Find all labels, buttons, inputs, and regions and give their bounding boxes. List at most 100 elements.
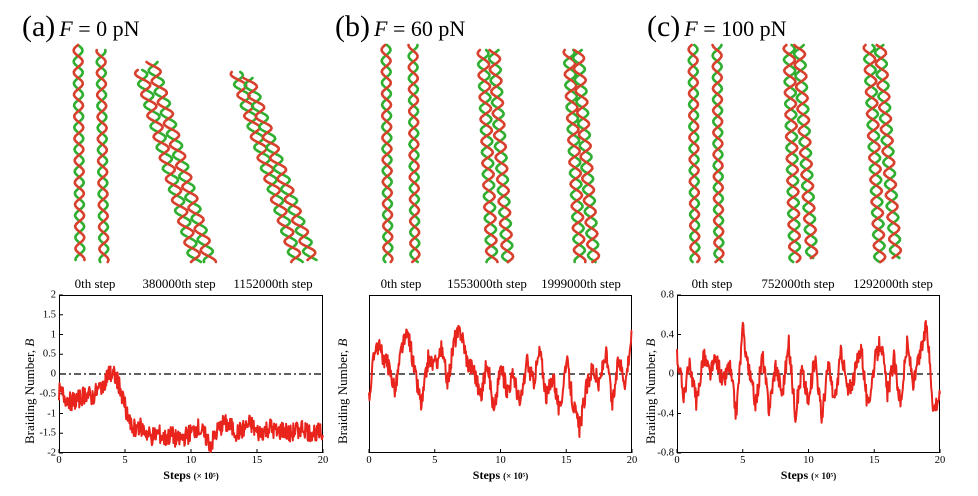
red-strand (782, 43, 802, 264)
x-axis-title: Steps (780, 468, 812, 482)
y-tick-label: -2 (47, 447, 56, 459)
red-strand (145, 60, 218, 264)
snapshot-label: 1999000th step (541, 276, 621, 291)
green-strand (407, 43, 421, 264)
y-axis-title: Braiding Number, (643, 346, 658, 444)
y-axis-symbol: B (643, 338, 658, 347)
x-tick-label: 0 (674, 455, 680, 466)
y-tick-label: -0.4 (657, 408, 674, 419)
red-strand (95, 48, 110, 264)
y-tick-label: 2 (50, 289, 56, 301)
snapshot-label: 1292000th step (853, 276, 933, 291)
snapshot-label: 0th step (691, 276, 733, 291)
red-strand (133, 68, 202, 264)
red-strand (711, 43, 725, 264)
force-symbol: F (684, 16, 698, 41)
y-tick-label: 0 (668, 368, 674, 380)
red-strand (562, 48, 587, 264)
x-axis-label: Steps (× 10⁵) (781, 468, 836, 483)
x-axis-unit: (× 10⁵) (193, 471, 219, 481)
force-value: = 0 pN (78, 16, 140, 41)
snapshot-label: 1553000th step (447, 276, 527, 291)
y-tick-label: -1.5 (39, 427, 56, 439)
x-tick-label: 0 (366, 455, 372, 466)
red-strand (572, 48, 601, 264)
green-strand (476, 48, 499, 264)
red-strand (380, 43, 394, 264)
green-strand (72, 43, 86, 262)
force-symbol: F (373, 16, 388, 41)
y-axis-label: Braiding Number, B (643, 339, 659, 444)
red-strand (687, 43, 701, 264)
red-strand (793, 43, 819, 260)
green-strand (232, 70, 304, 264)
green-strand (792, 43, 818, 260)
y-tick-label: 1 (50, 329, 56, 340)
y-tick-label: 0 (50, 368, 56, 380)
red-strand (874, 43, 903, 260)
green-strand (243, 76, 318, 262)
braiding-trace (58, 365, 324, 453)
x-tick-label: 5 (432, 455, 438, 466)
x-tick-label: 20 (317, 455, 329, 466)
x-tick-label: 20 (934, 455, 946, 466)
red-strand (229, 70, 302, 264)
force-value: = 60 pN (392, 16, 466, 41)
panel-c-label: (c) F = 100 pN (647, 12, 787, 44)
green-strand (862, 43, 887, 264)
y-tick-label: -0.8 (657, 447, 674, 459)
red-strand (407, 43, 421, 264)
x-tick-label: 0 (56, 455, 62, 466)
x-tick-label: 10 (185, 455, 197, 466)
red-strand (242, 76, 317, 262)
panel-a-label: (a) F = 0 pN (22, 12, 140, 44)
x-tick-label: 5 (122, 455, 128, 466)
snapshot-label: 0th step (380, 276, 422, 291)
red-strand (72, 43, 86, 262)
force-value: = 100 pN (703, 16, 787, 41)
green-strand (147, 60, 215, 264)
y-tick-label: 0.5 (42, 348, 56, 360)
y-tick-label: 0.4 (660, 329, 674, 340)
x-axis-title: Steps (163, 468, 194, 482)
panel-letter: (a) (22, 10, 56, 43)
x-tick-label: 15 (869, 455, 880, 466)
red-strand (476, 48, 499, 264)
panel-letter: (c) (647, 10, 681, 43)
panel-letter: (b) (335, 10, 370, 43)
snapshot-label: 0th step (74, 276, 116, 291)
x-axis-label: Steps (× 10⁵) (163, 468, 218, 483)
red-strand (488, 48, 515, 264)
x-tick-label: 20 (626, 455, 638, 466)
x-tick-label: 10 (803, 455, 814, 466)
x-axis-unit: (× 10⁵) (811, 471, 837, 481)
x-tick-label: 5 (740, 455, 746, 466)
braiding-trace (368, 324, 633, 438)
x-axis-title: Steps (472, 468, 504, 482)
braiding-trace (676, 319, 941, 424)
x-tick-label: 15 (561, 455, 572, 466)
x-tick-label: 10 (495, 455, 506, 466)
green-strand (136, 68, 203, 264)
panel-b-label: (b) F = 60 pN (335, 12, 465, 44)
x-axis-label: Steps (× 10⁵) (473, 468, 528, 483)
